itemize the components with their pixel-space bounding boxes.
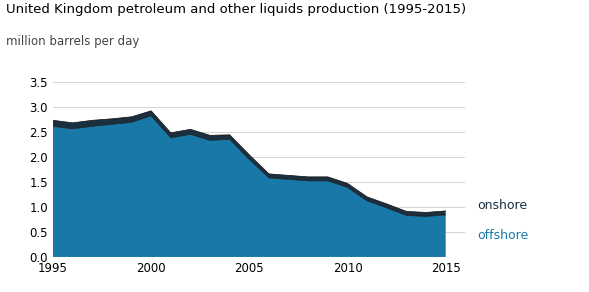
Text: onshore: onshore <box>477 199 527 212</box>
Text: offshore: offshore <box>477 230 528 242</box>
Text: United Kingdom petroleum and other liquids production (1995-2015): United Kingdom petroleum and other liqui… <box>6 3 466 16</box>
Text: million barrels per day: million barrels per day <box>6 35 139 48</box>
